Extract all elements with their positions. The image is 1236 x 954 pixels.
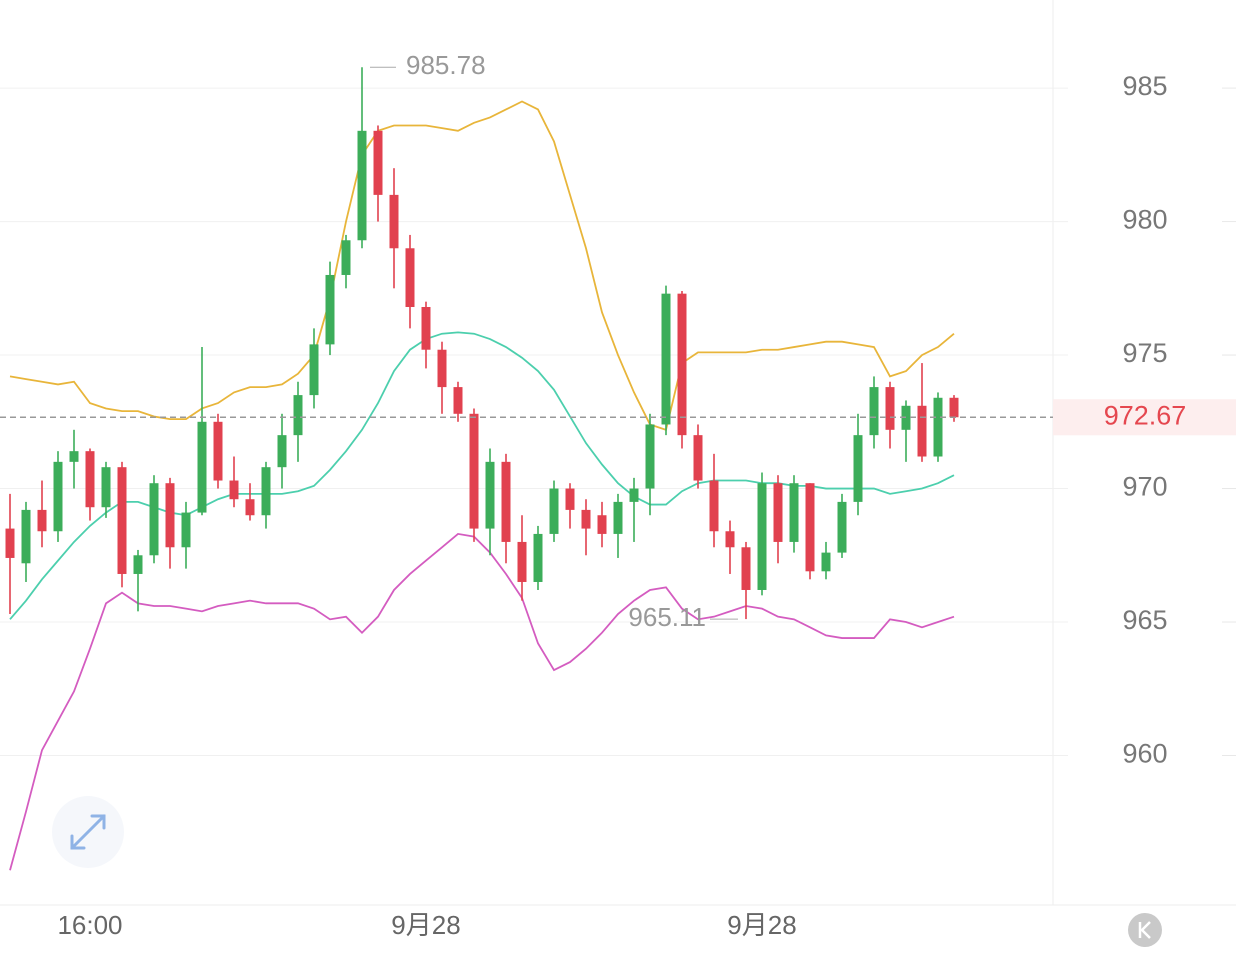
candle-body	[213, 421, 223, 481]
candle-body	[5, 528, 15, 558]
expand-icon[interactable]	[70, 814, 106, 850]
candle-body	[741, 547, 751, 590]
candle-body	[517, 541, 527, 582]
candle-body	[613, 501, 623, 534]
y-tick-label: 985	[1122, 71, 1167, 101]
candle-body	[549, 488, 559, 534]
candle-body	[261, 467, 271, 516]
last-price-bg	[1053, 399, 1236, 436]
band-line	[9, 100, 955, 431]
candle-body	[917, 405, 927, 457]
candle-body	[725, 531, 735, 548]
candle-body	[933, 397, 943, 457]
candle-body	[645, 424, 655, 489]
candle-body	[277, 435, 287, 468]
candle-body	[885, 387, 895, 430]
band-line	[9, 331, 955, 620]
candle-body	[229, 480, 239, 500]
k-button[interactable]	[1128, 913, 1162, 947]
candle-body	[869, 387, 879, 436]
candle-body	[245, 499, 255, 516]
candle-body	[181, 512, 191, 548]
candle-body	[21, 509, 31, 564]
candle-body	[149, 483, 159, 556]
candle-body	[533, 533, 543, 582]
candle-body	[309, 344, 319, 396]
candle-body	[565, 488, 575, 510]
candle-body	[485, 461, 495, 529]
y-tick-label: 960	[1122, 739, 1167, 769]
candle-body	[581, 509, 591, 529]
candle-body	[437, 349, 447, 388]
candle-body	[677, 293, 687, 436]
candle-body	[757, 483, 767, 590]
candle-body	[85, 451, 95, 508]
candle-body	[501, 461, 511, 542]
y-tick-label: 965	[1122, 605, 1167, 635]
expand-button[interactable]	[52, 796, 124, 868]
candle-body	[69, 451, 79, 462]
candle-body	[389, 194, 399, 249]
candle-body	[293, 395, 303, 436]
candle-body	[693, 435, 703, 481]
y-tick-label: 975	[1122, 338, 1167, 368]
candle-body	[373, 130, 383, 195]
candle-body	[661, 293, 671, 425]
candle-body	[805, 483, 815, 572]
candle-body	[117, 467, 127, 574]
candle-body	[101, 467, 111, 508]
candle-body	[53, 461, 63, 532]
candle-body	[453, 387, 463, 414]
candle-body	[325, 274, 335, 345]
candle-body	[597, 515, 607, 534]
candle-body	[789, 483, 799, 542]
k-button-bg[interactable]	[1128, 913, 1162, 947]
candle-body	[341, 240, 351, 275]
y-tick-label: 970	[1122, 472, 1167, 502]
candle-body	[133, 555, 143, 574]
candle-body	[821, 552, 831, 572]
x-tick-label: 9月28	[727, 910, 796, 940]
candle-body	[357, 130, 367, 241]
max-label: 985.78	[406, 50, 486, 80]
candle-body	[421, 307, 431, 350]
candle-body	[853, 435, 863, 502]
min-label: 965.11	[628, 602, 706, 632]
last-price-label: 972.67	[1104, 400, 1187, 430]
candle-body	[773, 483, 783, 542]
band-line	[9, 532, 955, 871]
candle-body	[197, 421, 207, 513]
candle-body	[469, 413, 479, 529]
candle-body	[629, 488, 639, 502]
candle-body	[37, 509, 47, 532]
candle-body	[405, 248, 415, 308]
k-icon[interactable]	[1138, 921, 1151, 939]
candle-body	[165, 483, 175, 548]
candle-body	[949, 397, 959, 418]
y-tick-label: 980	[1122, 205, 1167, 235]
candle-body	[837, 501, 847, 553]
x-tick-label: 9月28	[391, 910, 460, 940]
candle-body	[709, 480, 719, 532]
x-tick-label: 16:00	[57, 910, 122, 940]
